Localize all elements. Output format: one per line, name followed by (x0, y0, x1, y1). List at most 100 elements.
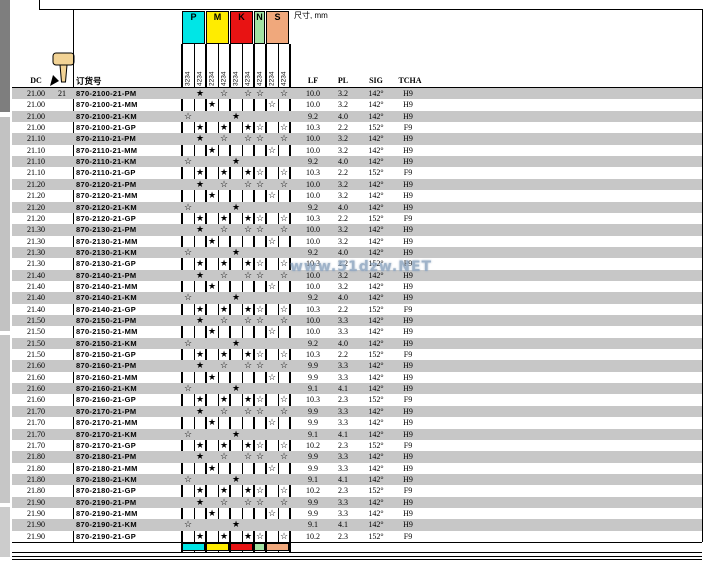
grade-star-alternative: ☆ (255, 360, 265, 371)
dc-cell: 21.50 (27, 350, 45, 360)
sig-cell: 152° (368, 213, 384, 223)
pl-cell: 4.0 (338, 247, 348, 257)
dc-cell: 21.10 (27, 168, 45, 178)
lf-cell: 10.3 (306, 395, 320, 405)
order-number-cell: 870-2100-21-MM (76, 100, 138, 110)
pl-cell: 4.1 (338, 520, 348, 530)
pl-cell: 3.2 (338, 100, 348, 110)
grade-star-alternative: ☆ (279, 349, 289, 360)
table-row: 21.30 870-2130-21-PM ★ ☆ ☆ ☆ ☆ 10.0 3.2 142° H9 (12, 224, 702, 236)
sig-cell: 142° (368, 281, 384, 291)
dc-cell: 21.10 (27, 145, 45, 155)
table-row: 21.60 870-2160-21-GP ★ ★ ★ ☆ ☆ 10.3 2.3 152° F9 (12, 394, 702, 405)
grade-star-alternative: ☆ (183, 337, 193, 348)
grade-column-label: 3234 (232, 71, 240, 86)
material-group-K: K (230, 11, 253, 44)
dimension-unit-note: 尺寸, mm (294, 11, 328, 20)
tcha-cell: H9 (403, 463, 413, 473)
order-number-cell: 870-2170-21-KM (76, 429, 137, 439)
pl-cell: 2.2 (338, 304, 348, 314)
grade-star-first-choice: ★ (195, 258, 205, 269)
sig-cell: 142° (368, 418, 384, 428)
grade-star-alternative: ☆ (255, 133, 265, 144)
order-number-cell: 870-2100-21-PM (76, 89, 137, 98)
grade-star-first-choice: ★ (243, 485, 253, 496)
lf-cell: 10.0 (306, 327, 320, 337)
grade-star-first-choice: ★ (207, 99, 217, 110)
table-rule (12, 552, 702, 553)
table-row: 21.90 870-2190-21-MM ★ ☆ 9.9 3.3 142° H9 (12, 508, 702, 519)
order-number-cell: 870-2190-21-GP (76, 531, 137, 541)
material-strip-P (182, 543, 205, 551)
grade-star-alternative: ☆ (279, 224, 289, 235)
page-margin-strip (0, 0, 10, 112)
table-row: 21.30 870-2130-21-MM ★ ☆ 10.0 3.2 142° H9 (12, 236, 702, 247)
tcha-cell: F9 (403, 168, 413, 178)
tcha-cell: H9 (403, 452, 413, 462)
grade-star-first-choice: ★ (195, 178, 205, 189)
grade-star-alternative: ☆ (243, 269, 253, 280)
grade-star-first-choice: ★ (243, 530, 253, 541)
grade-star-first-choice: ★ (243, 439, 253, 450)
order-number-cell: 870-2130-21-MM (76, 236, 138, 246)
dc-cell: 21.00 (27, 111, 45, 121)
sig-cell: 142° (368, 157, 384, 167)
lf-cell: 10.0 (306, 100, 320, 110)
lf-cell: 9.9 (308, 463, 318, 473)
pl-cell: 2.2 (338, 168, 348, 178)
lf-cell: 9.9 (308, 452, 318, 462)
sig-cell: 142° (368, 338, 384, 348)
grade-star-alternative: ☆ (267, 417, 277, 428)
dc-cell: 21.60 (27, 395, 45, 405)
dc-cell: 21.30 (27, 225, 45, 235)
grade-star-alternative: ☆ (219, 451, 229, 462)
pl-cell: 3.2 (338, 89, 348, 98)
grade-star-alternative: ☆ (183, 292, 193, 303)
grade-star-first-choice: ★ (195, 349, 205, 360)
lf-cell: 9.1 (308, 520, 318, 530)
pl-cell: 3.3 (338, 418, 348, 428)
order-number-cell: 870-2160-21-GP (76, 395, 137, 405)
table-row: 21.60 870-2160-21-MM ★ ☆ 9.9 3.3 142° H9 (12, 372, 702, 383)
tcha-cell: F9 (403, 213, 413, 223)
dc-cell: 21.70 (27, 406, 45, 416)
grade-star-first-choice: ★ (219, 439, 229, 450)
table-rule (39, 0, 40, 9)
grade-star-alternative: ☆ (279, 303, 289, 314)
dc-cell: 21.80 (27, 463, 45, 473)
table-row: 21.10 870-2110-21-MM ★ ☆ 10.0 3.2 142° H9 (12, 145, 702, 156)
lf-cell: 10.0 (306, 89, 320, 98)
grade-star-first-choice: ★ (195, 405, 205, 416)
order-number-cell: 870-2150-21-KM (76, 338, 137, 348)
lf-cell: 10.3 (306, 168, 320, 178)
grade-star-first-choice: ★ (231, 156, 241, 167)
page-margin-strip (0, 507, 10, 557)
grade-star-first-choice: ★ (207, 280, 217, 291)
grade-star-alternative: ☆ (183, 519, 193, 530)
grade-star-alternative: ☆ (183, 201, 193, 212)
grade-star-alternative: ☆ (279, 258, 289, 269)
grade-star-alternative: ☆ (243, 496, 253, 507)
dc-cell: 21.50 (27, 316, 45, 325)
lf-cell: 9.9 (308, 406, 318, 416)
grade-star-alternative: ☆ (255, 496, 265, 507)
tcha-cell: H9 (403, 191, 413, 201)
sig-cell: 142° (368, 384, 384, 394)
table-row: 21.00 870-2100-21-KM ☆ ★ 9.2 4.0 142° H9 (12, 110, 702, 123)
grade-star-alternative: ☆ (279, 360, 289, 371)
tcha-cell: H9 (403, 338, 413, 348)
grade-star-alternative: ☆ (255, 178, 265, 189)
tcha-cell: H9 (403, 418, 413, 428)
lf-cell: 10.0 (306, 145, 320, 155)
pl-cell: 3.3 (338, 406, 348, 416)
order-number-cell: 870-2140-21-KM (76, 293, 137, 303)
tcha-cell: F9 (403, 259, 413, 269)
grade-star-alternative: ☆ (279, 451, 289, 462)
dc-cell: 21.20 (27, 179, 45, 189)
dc-cell: 21.80 (27, 452, 45, 462)
order-number-cell: 870-2160-21-KM (76, 384, 137, 394)
grade-star-first-choice: ★ (231, 337, 241, 348)
grade-star-first-choice: ★ (195, 496, 205, 507)
grade-star-alternative: ☆ (219, 88, 229, 98)
grade-star-alternative: ☆ (243, 133, 253, 144)
